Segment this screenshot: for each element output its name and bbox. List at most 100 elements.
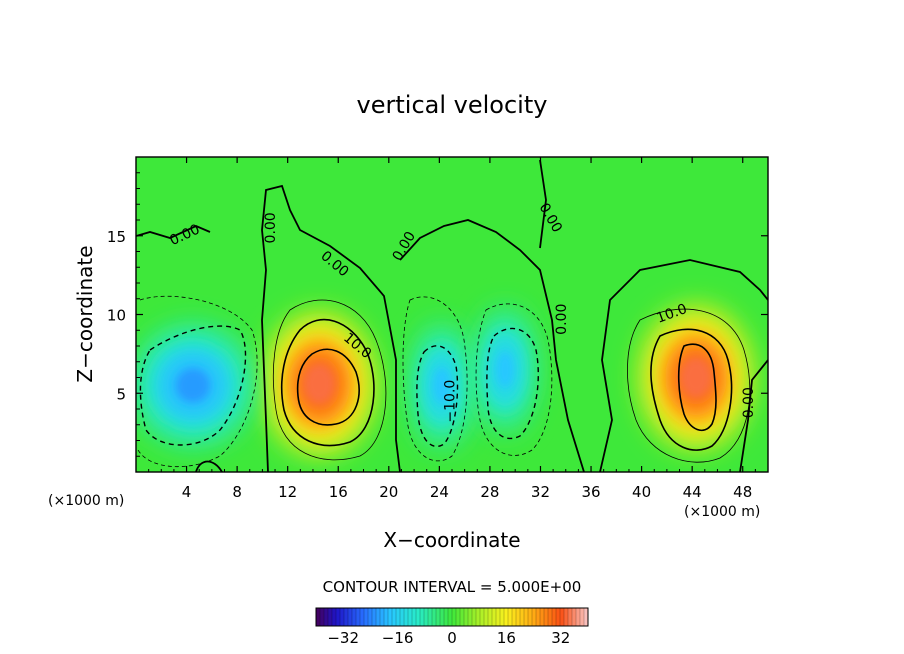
colorbar-swatch — [500, 608, 505, 626]
x-axis-title: X−coordinate — [383, 528, 520, 552]
colorbar-swatch — [424, 608, 429, 626]
colorbar-tick-label: 16 — [497, 629, 516, 647]
colorbar-swatch — [548, 608, 553, 626]
x-tick-label: 48 — [733, 483, 752, 501]
colorbar-swatch — [484, 608, 489, 626]
z-unit-label: (×1000 m) — [48, 493, 124, 509]
colorbar-swatch — [396, 608, 401, 626]
zero-contour — [195, 460, 223, 472]
colorbar-swatch — [528, 608, 533, 626]
colorbar-swatch — [392, 608, 397, 626]
colorbar-swatch — [340, 608, 345, 626]
colorbar-swatch — [376, 608, 381, 626]
colorbar-swatch — [408, 608, 413, 626]
contour-neg-10 — [139, 325, 247, 446]
colorbar-swatch — [420, 608, 425, 626]
x-axis: 4 8 12 16 20 24 28 32 36 40 44 48 — [148, 157, 756, 501]
contour-20 — [677, 343, 717, 432]
colorbar-swatch — [476, 608, 481, 626]
colorbar-swatch — [440, 608, 445, 626]
colorbar-swatch — [448, 608, 453, 626]
contour-neg-5 — [475, 303, 553, 456]
zero-contour — [599, 259, 768, 472]
colorbar-swatch — [524, 608, 529, 626]
x-tick-label: 4 — [182, 483, 192, 501]
colorbar-swatch — [432, 608, 437, 626]
colorbar-swatch — [380, 608, 385, 626]
colorbar-swatch — [504, 608, 509, 626]
colorbar-swatch — [356, 608, 361, 626]
plot-area — [136, 157, 768, 472]
colorbar-swatch — [480, 608, 485, 626]
colorbar-swatch — [384, 608, 389, 626]
field-blobs — [136, 305, 752, 456]
contour-neg-5 — [402, 296, 468, 462]
x-unit-label: (×1000 m) — [684, 504, 760, 520]
colorbar-swatch — [388, 608, 393, 626]
colorbar-swatch — [460, 608, 465, 626]
contour-label: 0.00 — [741, 387, 757, 418]
colorbar-swatch — [404, 608, 409, 626]
x-tick-label: 8 — [232, 483, 242, 501]
colorbar: −32 −16 0 16 32 — [315, 607, 589, 647]
colorbar-swatch — [316, 608, 321, 626]
colorbar-swatch — [492, 608, 497, 626]
x-tick-label: 20 — [379, 483, 398, 501]
colorbar-swatch — [512, 608, 517, 626]
colorbar-swatch — [336, 608, 341, 626]
colorbar-swatch — [516, 608, 521, 626]
x-tick-label: 36 — [581, 483, 600, 501]
colorbar-swatch — [536, 608, 541, 626]
x-tick-label: 24 — [430, 483, 449, 501]
y-tick-label: 15 — [107, 228, 126, 246]
colorbar-swatch — [444, 608, 449, 626]
y-axis-title: Z−coordinate — [73, 245, 97, 382]
colorbar-swatch — [508, 608, 513, 626]
contour-neg-10 — [416, 345, 459, 448]
zero-contour — [399, 219, 585, 472]
contour-10 — [650, 328, 733, 451]
x-tick-label: 16 — [329, 483, 348, 501]
colorbar-swatch — [456, 608, 461, 626]
x-tick-label: 32 — [531, 483, 550, 501]
colorbar-swatch — [324, 608, 329, 626]
colorbar-tick-label: −16 — [382, 629, 414, 647]
contour-interval-label: CONTOUR INTERVAL = 5.000E+00 — [323, 578, 582, 596]
colorbar-swatch — [472, 608, 477, 626]
colorbar-swatch — [328, 608, 333, 626]
colorbar-swatch — [584, 608, 589, 626]
zero-contour — [136, 225, 211, 239]
colorbar-swatch — [488, 608, 493, 626]
x-tick-label: 28 — [480, 483, 499, 501]
x-tick-label: 44 — [683, 483, 702, 501]
colorbar-swatch — [452, 608, 457, 626]
colorbar-swatch — [564, 608, 569, 626]
zero-contour — [539, 159, 547, 249]
zero-contour — [261, 184, 401, 472]
updraft-core — [639, 305, 752, 450]
colorbar-swatch — [532, 608, 537, 626]
colorbar-tick-label: 32 — [551, 629, 570, 647]
contour-label: −10.0 — [443, 380, 459, 423]
colorbar-swatch — [540, 608, 545, 626]
contour-5 — [627, 308, 751, 463]
zero-contour — [739, 359, 768, 472]
contour-label: 0.00 — [554, 304, 570, 335]
colorbar-swatch — [412, 608, 417, 626]
contour-label: 0.00 — [263, 212, 279, 243]
contour-20 — [296, 348, 360, 426]
colorbar-frame — [315, 607, 589, 627]
colorbar-swatch — [352, 608, 357, 626]
contour-neg-10 — [486, 327, 539, 440]
colorbar-tick-label: 0 — [447, 629, 457, 647]
colorbar-swatch — [560, 608, 565, 626]
colorbar-swatch — [320, 608, 325, 626]
colorbar-tick-label: −32 — [327, 629, 359, 647]
colorbar-swatch — [572, 608, 577, 626]
colorbar-swatch — [568, 608, 573, 626]
colorbar-swatch — [556, 608, 561, 626]
colorbar-swatch — [368, 608, 373, 626]
contour-5 — [272, 299, 387, 461]
colorbar-swatch — [332, 608, 337, 626]
